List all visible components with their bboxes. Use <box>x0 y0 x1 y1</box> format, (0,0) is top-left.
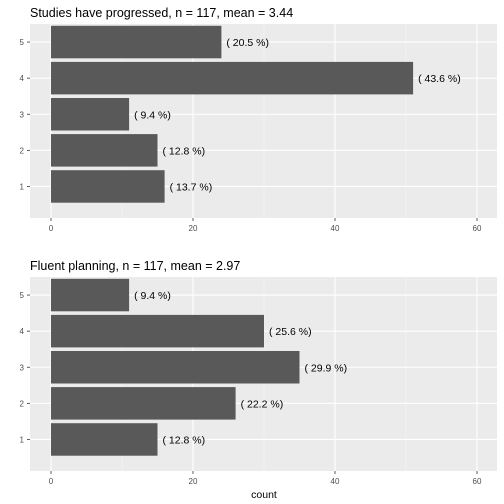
y-tick-label: 5 <box>20 38 25 47</box>
x-axis-label: count <box>251 489 277 501</box>
data-label: ( 43.6 %) <box>418 73 461 85</box>
y-tick-label: 4 <box>20 74 25 83</box>
y-tick-label: 1 <box>20 435 25 444</box>
x-tick-label: 40 <box>331 477 340 486</box>
y-tick-label: 2 <box>20 146 25 155</box>
y-tick-labels-1: 1 2 3 4 5 <box>20 38 25 191</box>
chart-title-2: Fluent planning, n = 117, mean = 2.97 <box>30 259 240 273</box>
bars-2: ( 12.8 %) ( 22.2 %) ( 29.9 %) ( 25.6 %) ( 9.… <box>51 278 348 456</box>
data-label: ( 9.4 %) <box>134 290 171 302</box>
y-tick-label: 4 <box>20 327 25 336</box>
x-tick-labels-2: 0 20 40 60 <box>49 477 482 486</box>
bar <box>51 61 414 95</box>
data-label: ( 9.4 %) <box>134 109 171 121</box>
data-label: ( 29.9 %) <box>305 362 348 374</box>
x-tick-label: 20 <box>189 477 198 486</box>
bar <box>51 98 130 131</box>
bar <box>51 351 300 384</box>
bar <box>51 25 222 59</box>
x-tick-label: 60 <box>473 477 482 486</box>
bar <box>51 423 158 456</box>
y-tick-labels-2: 1 2 3 4 5 <box>20 291 25 444</box>
chart-title-1: Studies have progressed, n = 117, mean =… <box>30 6 293 20</box>
data-label: ( 12.8 %) <box>163 145 206 157</box>
x-tick-label: 0 <box>49 224 54 233</box>
x-tick-labels-1: 0 20 40 60 <box>49 224 482 233</box>
y-tick-label: 2 <box>20 399 25 408</box>
data-label: ( 13.7 %) <box>170 181 213 193</box>
x-tick-label: 40 <box>331 224 340 233</box>
bar <box>51 170 165 203</box>
chart-panel-2: Fluent planning, n = 117, mean = 2.97 ( … <box>20 259 497 486</box>
y-tick-label: 3 <box>20 363 25 372</box>
bars-1: ( 13.7 %) ( 12.8 %) ( 9.4 %) ( 43.6 %) ( 20.… <box>51 25 461 203</box>
chart-panel-1: Studies have progressed, n = 117, mean =… <box>20 6 497 233</box>
data-label: ( 22.2 %) <box>241 398 284 410</box>
y-tick-label: 3 <box>20 110 25 119</box>
data-label: ( 20.5 %) <box>226 37 269 49</box>
x-tick-label: 0 <box>49 477 54 486</box>
data-label: ( 25.6 %) <box>269 326 312 338</box>
bar <box>51 314 264 348</box>
bar <box>51 387 236 420</box>
y-tick-label: 1 <box>20 182 25 191</box>
bar <box>51 278 130 312</box>
data-label: ( 12.8 %) <box>163 434 206 446</box>
x-tick-label: 60 <box>473 224 482 233</box>
y-tick-label: 5 <box>20 291 25 300</box>
x-tick-label: 20 <box>189 224 198 233</box>
bar <box>51 134 158 167</box>
